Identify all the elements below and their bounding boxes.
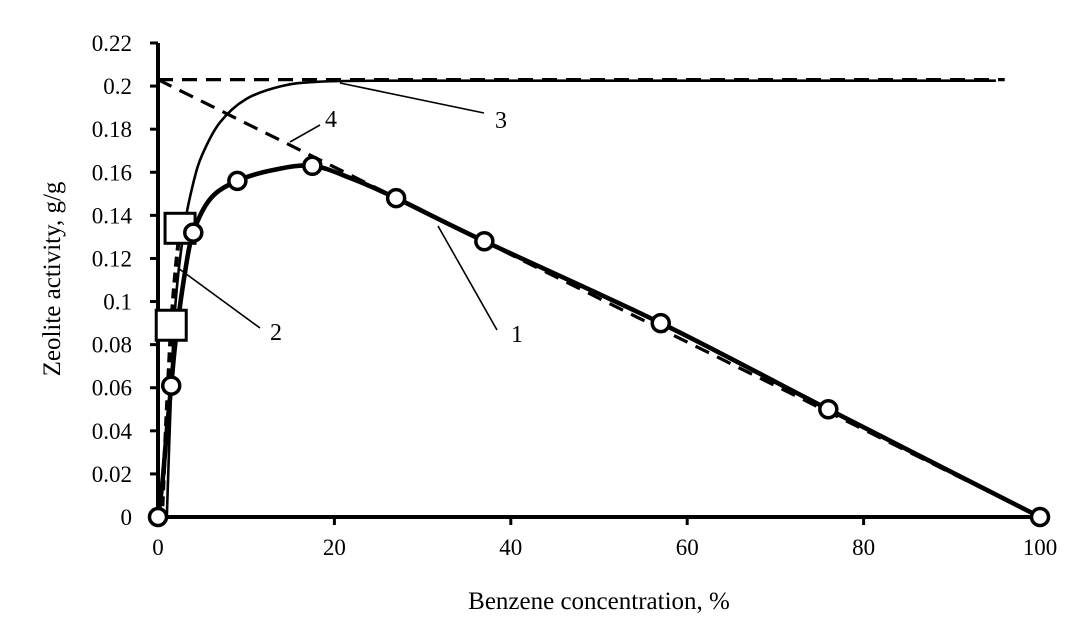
y-tick-label: 0.18 [92, 117, 132, 142]
series-layer [155, 78, 1042, 520]
y-tick-label: 0.16 [92, 160, 132, 185]
y-tick-label: 0.22 [92, 31, 132, 56]
y-tick-label: 0.02 [92, 462, 132, 487]
y-tick-label: 0.12 [92, 246, 132, 271]
series-1-circle-marker [650, 312, 671, 334]
marker-layer [147, 155, 1051, 528]
y-tick-label: 0.14 [92, 203, 133, 228]
series-1-circle-marker [183, 222, 204, 243]
y-tick-label: 0.04 [92, 419, 133, 444]
axes-layer: 0 0.02 0.04 0.06 0.08 0.1 0.12 0.14 0.16 0.18 0.2 0… [92, 31, 1058, 560]
y-tick-label: 0 [121, 505, 133, 530]
x-tick-label: 60 [676, 535, 699, 560]
y-tick-label: 0.2 [103, 74, 132, 99]
series-2-line [160, 228, 183, 507]
series-1-circle-marker [474, 230, 495, 252]
y-axis-title: Zeolite activity, g/g [39, 181, 66, 376]
x-tick-label: 80 [852, 535, 875, 560]
curve-label-4: 4 [325, 107, 337, 133]
series-1-circle-marker [160, 375, 182, 396]
series-1-circle-marker [818, 399, 839, 420]
y-tick-label: 0.06 [92, 376, 132, 401]
series-1-circle-marker [1029, 506, 1051, 528]
label-layer: 1 2 3 4 [270, 107, 523, 348]
y-tick-label: 0.08 [92, 333, 132, 358]
curve-label-2: 2 [270, 320, 282, 346]
leader-line-3 [339, 82, 485, 114]
leader-line-1 [437, 225, 498, 331]
x-tick-label: 100 [1023, 535, 1058, 560]
leader-line-4 [289, 124, 321, 143]
curve-label-1: 1 [511, 322, 523, 348]
x-axis-title: Benzene concentration, % [468, 588, 730, 615]
series-1-circle-marker [302, 155, 323, 177]
x-tick-label: 20 [323, 535, 346, 560]
annotation-layer [177, 82, 498, 331]
series-1-circle-marker [227, 170, 248, 192]
series-1-circle-marker [385, 187, 407, 209]
series-1-circle-marker [147, 506, 169, 528]
series-2-square-marker [154, 308, 188, 342]
series-3-line [165, 79, 996, 518]
x-tick-label: 0 [152, 535, 164, 560]
series-1-line [155, 163, 1042, 520]
leader-line-2 [177, 267, 261, 329]
x-tick-label: 40 [499, 535, 522, 560]
curve-label-3: 3 [495, 108, 507, 134]
y-tick-label: 0.1 [103, 290, 132, 315]
